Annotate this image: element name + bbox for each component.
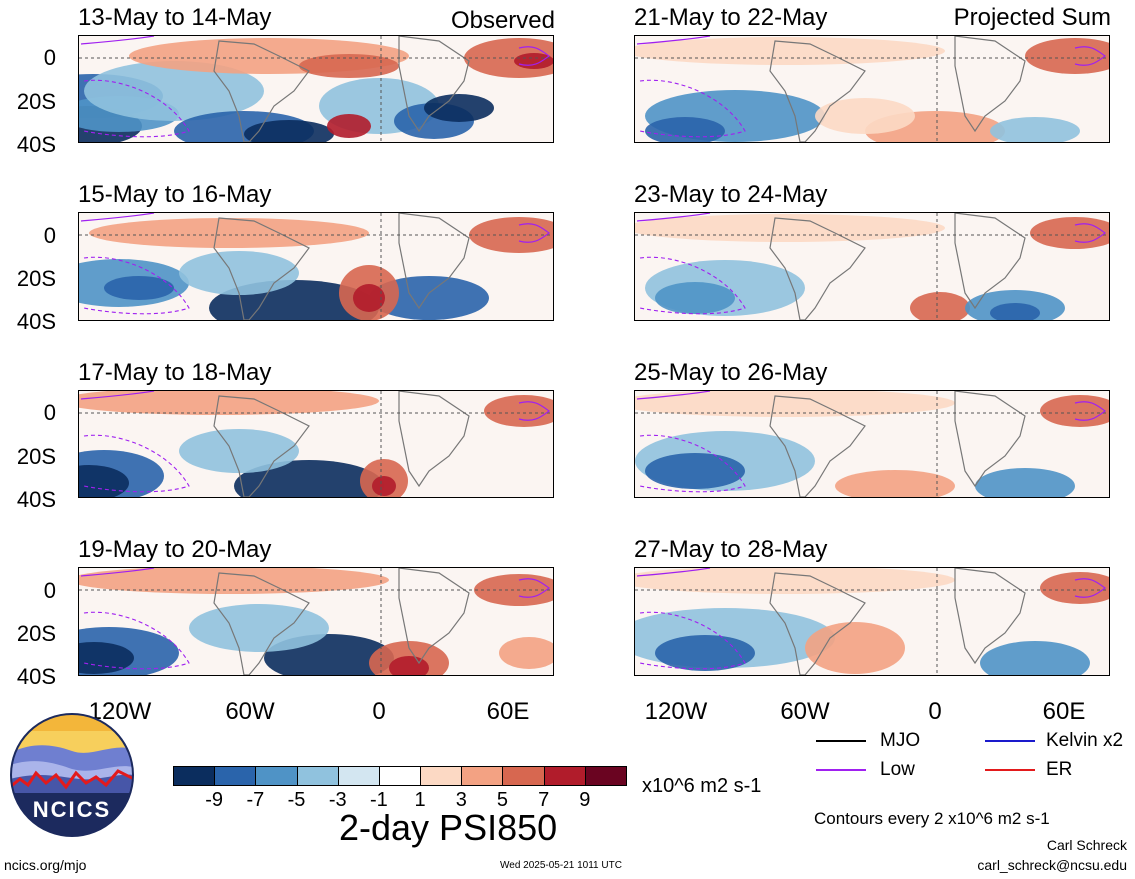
colorbar-cell: [502, 766, 545, 786]
colorbar-tick-label: 3: [455, 789, 467, 811]
lat-label-0: 0: [43, 223, 56, 248]
colorbar-cell: [584, 766, 627, 786]
legend-line-low: [816, 769, 866, 771]
lat-label-20s: 20S: [16, 89, 56, 114]
lon-label-0: 0: [372, 698, 386, 725]
lat-label-0: 0: [43, 578, 56, 603]
ncics-logo: NCICS: [10, 713, 134, 837]
observed-label: Observed: [450, 7, 555, 34]
map-panel-5: [634, 35, 1110, 143]
legend-label-mjo: MJO: [880, 730, 921, 751]
legend-label-kelvin: Kelvin x2: [1046, 730, 1124, 751]
colorbar-tick-label: 5: [496, 789, 509, 811]
colorbar-tick-label: -7: [246, 789, 265, 811]
map-panel-8: [634, 567, 1110, 676]
colorbar: [173, 766, 627, 786]
map-panel-2: [78, 212, 554, 321]
panel-title-7: 25-May to 26-May: [634, 359, 828, 386]
panel-title-3: 17-May to 18-May: [78, 359, 272, 386]
colorbar-cell: [337, 766, 380, 786]
colorbar-tick-label: -5: [287, 789, 306, 811]
lat-label-20s: 20S: [16, 266, 56, 291]
colorbar-tick-label: 7: [538, 789, 550, 811]
lat-label-20s: 20S: [16, 621, 56, 646]
colorbar-tick-label: -3: [328, 789, 347, 811]
main-title: 2-day PSI850: [339, 807, 558, 848]
lat-label-20s: 20S: [16, 444, 56, 469]
legend-line-mjo: [816, 740, 866, 742]
map-panel-7: [634, 390, 1110, 498]
panel-title-6: 23-May to 24-May: [634, 181, 828, 208]
colorbar-tick-label: 9: [579, 789, 591, 811]
lat-label-0: 0: [43, 400, 56, 425]
lat-label-40s: 40S: [16, 132, 56, 157]
legend-label-er: ER: [1046, 759, 1073, 780]
lon-label-60e: 60E: [486, 698, 530, 725]
colorbar-ticks: -9 -7 -5 -3 -1 1 3 5 7 9: [173, 790, 626, 810]
legend-label-low: Low: [880, 759, 915, 780]
legend-line-er: [985, 769, 1035, 771]
map-panel-4: [78, 567, 554, 676]
colorbar-units: x10^6 m2 s-1: [642, 775, 762, 797]
footer-author: Carl Schreck: [1046, 837, 1127, 853]
colorbar-cell: [378, 766, 422, 786]
map-panel-3: [78, 390, 554, 498]
lat-label-40s: 40S: [16, 309, 56, 334]
footer-email: carl_schreck@ncsu.edu: [977, 857, 1127, 873]
footer-url: ncics.org/mjo: [4, 857, 87, 873]
contour-note: Contours every 2 x10^6 m2 s-1: [814, 809, 1050, 828]
map-field: [79, 36, 553, 142]
map-field: [79, 568, 553, 675]
colorbar-cell: [214, 766, 257, 786]
map-panel-1: [78, 35, 554, 143]
projected-sum-label: Projected Sum: [953, 4, 1111, 31]
colorbar-tick-label: -1: [370, 789, 388, 811]
map-field: [79, 391, 553, 497]
lat-label-40s: 40S: [16, 664, 56, 689]
map-field: [635, 36, 1109, 142]
lon-label-0: 0: [928, 698, 942, 725]
map-field: [635, 391, 1109, 497]
logo-text: NCICS: [32, 797, 112, 822]
colorbar-cell: [173, 766, 216, 786]
colorbar-cell: [255, 766, 298, 786]
colorbar-cell: [296, 766, 339, 786]
lon-label-60e: 60E: [1042, 698, 1086, 725]
panel-title-4: 19-May to 20-May: [78, 536, 272, 563]
colorbar-cell: [543, 766, 586, 786]
colorbar-cell: [420, 766, 463, 786]
lon-label-60w: 60W: [225, 698, 275, 725]
panel-title-1: 13-May to 14-May: [78, 4, 272, 31]
panel-title-8: 27-May to 28-May: [634, 536, 828, 563]
colorbar-tick-label: 1: [414, 789, 426, 811]
colorbar-tick-label: -9: [205, 789, 224, 811]
lat-label-0: 0: [43, 45, 56, 70]
lat-label-40s: 40S: [16, 487, 56, 512]
panel-title-5: 21-May to 22-May: [634, 4, 828, 31]
map-panel-6: [634, 212, 1110, 321]
lon-label-120w: 120W: [644, 698, 708, 725]
colorbar-cell: [461, 766, 504, 786]
map-field: [635, 213, 1109, 320]
map-field: [79, 213, 553, 320]
footer-timestamp: Wed 2025-05-21 1011 UTC: [500, 860, 622, 871]
legend-line-kelvin: [985, 740, 1035, 742]
map-field: [635, 568, 1109, 675]
panel-title-2: 15-May to 16-May: [78, 181, 272, 208]
lon-label-60w: 60W: [780, 698, 830, 725]
